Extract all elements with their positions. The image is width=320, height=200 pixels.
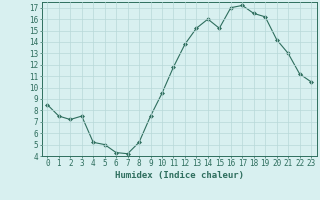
X-axis label: Humidex (Indice chaleur): Humidex (Indice chaleur) bbox=[115, 171, 244, 180]
